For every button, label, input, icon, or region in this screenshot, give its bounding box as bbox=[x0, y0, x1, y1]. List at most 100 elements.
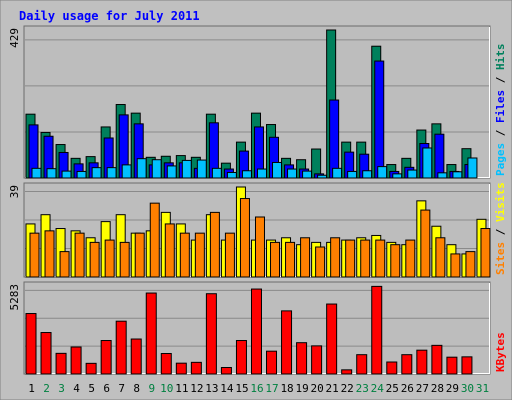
bar-pages-day-8 bbox=[136, 158, 147, 179]
bar-kbytes-day-21 bbox=[326, 303, 338, 375]
bar-kbytes-day-2 bbox=[40, 332, 52, 375]
legend-visits-sites: Sites / Visits bbox=[494, 182, 507, 275]
bar-sites-day-26 bbox=[405, 239, 416, 278]
bar-sites-day-15 bbox=[239, 198, 250, 278]
bar-kbytes-day-24 bbox=[371, 285, 383, 375]
bar-pages-day-20 bbox=[317, 174, 328, 179]
bar-sites-day-24 bbox=[375, 239, 386, 278]
bar-pages-day-15 bbox=[241, 170, 252, 179]
bar-pages-day-6 bbox=[106, 167, 117, 179]
bar-sites-day-10 bbox=[164, 223, 175, 278]
x-tick-label-18: 18 bbox=[280, 382, 293, 395]
bar-kbytes-day-28 bbox=[431, 344, 443, 375]
bar-pages-day-10 bbox=[166, 165, 177, 179]
bar-sites-day-30 bbox=[465, 251, 476, 278]
bar-sites-day-28 bbox=[435, 237, 446, 278]
panel-visits-sites: 39 bbox=[8, 182, 491, 278]
bar-kbytes-day-11 bbox=[175, 362, 187, 375]
bar-sites-day-22 bbox=[345, 239, 356, 278]
bar-sites-day-29 bbox=[450, 253, 461, 278]
bar-pages-day-26 bbox=[407, 169, 418, 179]
bar-kbytes-day-19 bbox=[296, 342, 308, 375]
x-tick-label-24: 24 bbox=[371, 382, 385, 395]
legend-sep: / bbox=[494, 123, 507, 143]
bar-kbytes-day-10 bbox=[160, 353, 172, 375]
y-max-label: 5283 bbox=[8, 284, 21, 311]
bar-pages-day-16 bbox=[256, 168, 267, 179]
x-tick-label-28: 28 bbox=[431, 382, 444, 395]
bar-sites-day-20 bbox=[315, 246, 326, 278]
bar-pages-day-29 bbox=[452, 171, 463, 179]
bar-kbytes-day-5 bbox=[85, 362, 97, 375]
bar-kbytes-day-1 bbox=[25, 313, 37, 375]
x-tick-label-6: 6 bbox=[103, 382, 110, 395]
bar-pages-day-22 bbox=[347, 170, 358, 179]
bar-pages-day-4 bbox=[76, 170, 87, 179]
bar-sites-day-27 bbox=[420, 209, 431, 278]
legend-sep: / bbox=[494, 70, 507, 90]
bar-sites-day-14 bbox=[224, 232, 235, 278]
bar-files-day-28 bbox=[434, 133, 445, 179]
bar-sites-day-12 bbox=[194, 232, 205, 278]
legend-kbytes: KBytes bbox=[494, 332, 507, 372]
x-tick-label-4: 4 bbox=[73, 382, 80, 395]
bar-kbytes-day-7 bbox=[115, 320, 127, 375]
bar-kbytes-day-14 bbox=[220, 367, 232, 375]
bar-kbytes-day-12 bbox=[190, 361, 202, 375]
bar-sites-day-16 bbox=[254, 216, 265, 278]
legend-files: Files bbox=[494, 90, 507, 123]
bar-kbytes-day-20 bbox=[311, 345, 323, 375]
x-tick-label-16: 16 bbox=[250, 382, 263, 395]
bar-sites-day-9 bbox=[149, 202, 160, 278]
bar-kbytes-day-26 bbox=[401, 354, 413, 375]
bar-kbytes-day-30 bbox=[461, 356, 473, 375]
x-tick-label-2: 2 bbox=[43, 382, 50, 395]
chart-legends: Pages / Files / Hits Sites / Visits KBytes bbox=[494, 44, 507, 373]
bar-pages-day-3 bbox=[61, 170, 72, 179]
legend-pages: Pages bbox=[494, 143, 507, 176]
x-tick-label-3: 3 bbox=[58, 382, 65, 395]
legend-kbytes: KBytes bbox=[494, 332, 507, 372]
bar-pages-day-25 bbox=[392, 173, 403, 179]
bar-pages-day-27 bbox=[422, 147, 433, 179]
bar-kbytes-day-25 bbox=[386, 361, 398, 375]
bar-sites-day-8 bbox=[134, 232, 145, 278]
x-tick-label-7: 7 bbox=[118, 382, 125, 395]
bar-sites-day-25 bbox=[390, 244, 401, 278]
x-tick-label-27: 27 bbox=[416, 382, 429, 395]
x-tick-label-15: 15 bbox=[235, 382, 248, 395]
x-tick-label-13: 13 bbox=[205, 382, 218, 395]
chart-title: Daily usage for July 2011 bbox=[19, 9, 200, 23]
bar-files-day-21 bbox=[329, 99, 340, 179]
legend-sites: Sites bbox=[494, 242, 507, 275]
bar-pages-day-12 bbox=[196, 159, 207, 179]
bar-kbytes-day-15 bbox=[235, 340, 247, 375]
x-tick-label-1: 1 bbox=[28, 382, 35, 395]
x-tick-label-5: 5 bbox=[88, 382, 95, 395]
bar-sites-day-17 bbox=[270, 241, 281, 278]
bar-kbytes-day-4 bbox=[70, 346, 82, 375]
bar-sites-day-2 bbox=[44, 230, 55, 278]
bar-sites-day-18 bbox=[285, 241, 296, 278]
x-tick-label-11: 11 bbox=[175, 382, 188, 395]
x-tick-label-12: 12 bbox=[190, 382, 203, 395]
bar-kbytes-day-16 bbox=[250, 288, 262, 375]
y-max-label: 429 bbox=[8, 28, 21, 48]
bar-sites-day-13 bbox=[209, 211, 220, 278]
bar-sites-day-6 bbox=[104, 239, 115, 278]
bar-kbytes-day-23 bbox=[356, 354, 368, 375]
bar-sites-day-1 bbox=[29, 232, 40, 278]
bar-pages-day-24 bbox=[377, 166, 388, 179]
bar-pages-day-9 bbox=[151, 159, 162, 179]
x-tick-label-25: 25 bbox=[386, 382, 399, 395]
x-tick-label-17: 17 bbox=[265, 382, 278, 395]
bar-kbytes-day-22 bbox=[341, 369, 353, 375]
x-tick-label-31: 31 bbox=[476, 382, 489, 395]
bar-kbytes-day-17 bbox=[266, 350, 278, 375]
bar-sites-day-21 bbox=[330, 237, 341, 278]
x-tick-label-19: 19 bbox=[295, 382, 308, 395]
bar-sites-day-7 bbox=[119, 241, 130, 278]
bar-pages-day-17 bbox=[272, 161, 283, 179]
x-tick-label-23: 23 bbox=[356, 382, 369, 395]
x-tick-label-10: 10 bbox=[160, 382, 173, 395]
